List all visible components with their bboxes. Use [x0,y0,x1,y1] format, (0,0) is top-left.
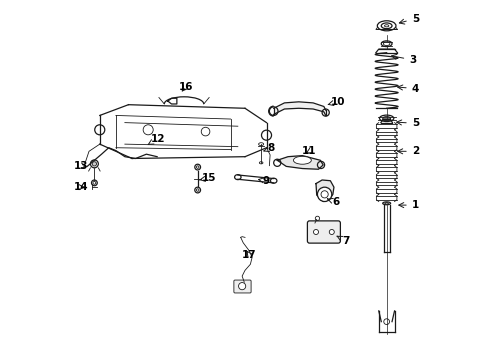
Text: 9: 9 [259,176,270,186]
Circle shape [314,229,318,234]
Text: 17: 17 [242,249,257,260]
Text: 15: 15 [199,173,217,183]
Polygon shape [277,156,323,169]
Text: 11: 11 [302,146,317,156]
Text: 1: 1 [399,200,419,210]
Polygon shape [316,180,334,202]
Text: 16: 16 [178,82,193,92]
Circle shape [239,283,245,290]
Text: 6: 6 [327,197,340,207]
Text: 2: 2 [398,146,419,156]
Ellipse shape [92,162,97,166]
Circle shape [318,187,332,202]
Text: 5: 5 [396,118,419,128]
FancyBboxPatch shape [307,221,341,243]
Circle shape [329,229,334,234]
Text: 14: 14 [74,182,88,192]
Text: 5: 5 [399,14,419,24]
Text: 12: 12 [148,134,166,144]
Text: 10: 10 [328,97,345,107]
Text: 7: 7 [337,236,350,246]
Text: 13: 13 [74,161,88,171]
Ellipse shape [294,156,311,164]
Text: 3: 3 [392,54,416,65]
FancyBboxPatch shape [234,280,251,293]
Text: 8: 8 [264,143,274,153]
Text: 4: 4 [398,84,419,94]
